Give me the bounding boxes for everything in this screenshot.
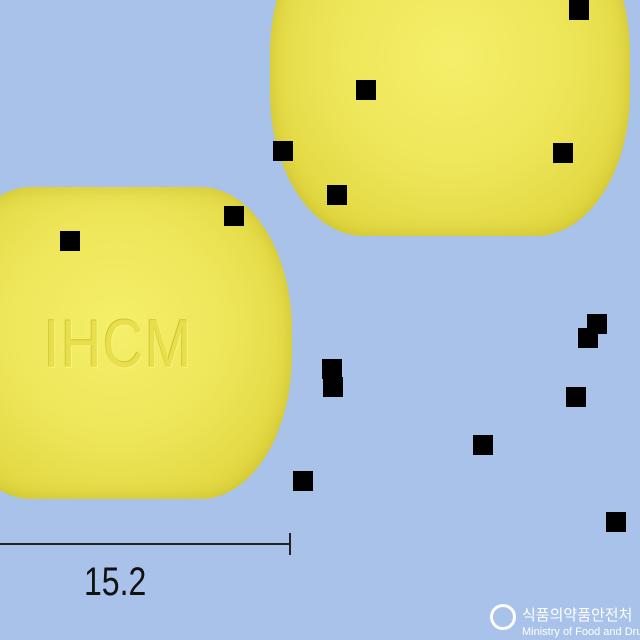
artifact-square: [566, 387, 586, 407]
watermark-english: Ministry of Food and Drug Safety: [522, 626, 640, 638]
scale-label: 15.2: [84, 560, 147, 604]
scale-bar: [0, 543, 291, 545]
artifact-square: [293, 471, 313, 491]
watermark-korean: 식품의약품안전처: [522, 606, 633, 624]
artifact-square: [606, 512, 626, 532]
artifact-square: [356, 80, 376, 100]
artifact-square: [327, 185, 347, 205]
tablet-front-view: [0, 187, 292, 499]
artifact-square: [473, 435, 493, 455]
tablet-back-view: [270, 0, 630, 236]
artifact-square: [273, 141, 293, 161]
artifact-square: [224, 206, 244, 226]
artifact-square: [578, 328, 598, 348]
artifact-square: [569, 0, 589, 20]
tablet-imprint: IHCM: [44, 306, 194, 382]
mfds-logo-icon: [490, 604, 516, 630]
artifact-square: [322, 359, 342, 379]
artifact-square: [323, 377, 343, 397]
artifact-square: [60, 231, 80, 251]
scale-bar-tick: [289, 533, 291, 555]
artifact-square: [553, 143, 573, 163]
